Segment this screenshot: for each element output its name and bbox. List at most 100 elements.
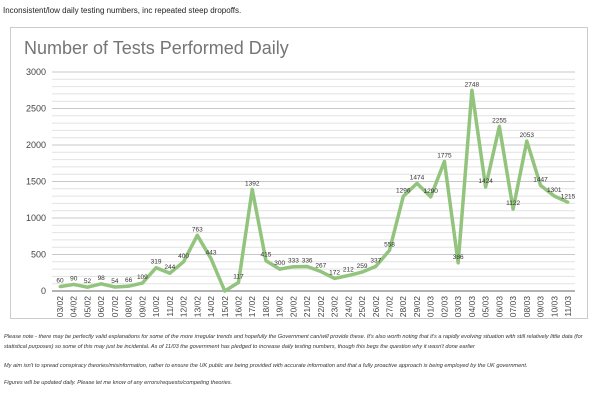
data-label: 52 (84, 278, 92, 285)
x-tick-label: 09/02 (137, 296, 147, 318)
x-tick-label: 08/02 (124, 296, 134, 318)
x-tick-label: 04/03 (467, 296, 477, 318)
data-point (236, 280, 240, 284)
data-label: 337 (370, 257, 381, 264)
data-point (264, 259, 268, 263)
data-point (168, 271, 172, 275)
x-tick-label: 26/02 (371, 296, 381, 318)
x-tick-label: 06/02 (96, 296, 106, 318)
data-label: 1215 (561, 193, 576, 200)
data-series-line (59, 88, 569, 293)
x-tick-label: 03/02 (55, 296, 65, 318)
data-point (333, 276, 337, 280)
data-point (552, 194, 556, 198)
y-tick-label: 0 (41, 286, 46, 296)
x-tick-label: 11/03 (563, 296, 573, 317)
x-tick-label: 03/03 (453, 296, 463, 318)
x-tick-label: 05/02 (82, 296, 92, 318)
chart-container (10, 27, 588, 319)
x-tick-label: 06/03 (494, 296, 504, 318)
data-point (415, 181, 419, 185)
note-updates: Figures will be updated daily. Please le… (4, 380, 233, 386)
x-tick-label: 04/02 (69, 296, 79, 318)
x-tick-label: 16/02 (233, 296, 243, 318)
data-label: 212 (343, 267, 354, 274)
chart-title: Number of Tests Performed Daily (24, 38, 289, 58)
data-label: 763 (192, 226, 203, 233)
data-point (497, 124, 501, 128)
data-point (72, 282, 76, 286)
data-point (291, 265, 295, 269)
data-point (566, 200, 570, 204)
data-label: 333 (288, 258, 299, 265)
data-point (278, 267, 282, 271)
data-label: 1447 (533, 176, 548, 183)
data-point (195, 233, 199, 237)
data-point (429, 195, 433, 199)
x-tick-label: 25/02 (357, 296, 367, 318)
data-label: 558 (384, 241, 395, 248)
x-tick-label: 11/02 (165, 296, 175, 317)
data-label: 400 (178, 253, 189, 260)
data-label: 386 (453, 254, 464, 261)
data-label: 1424 (478, 178, 493, 185)
x-tick-label: 22/02 (316, 296, 326, 318)
data-label: 66 (125, 277, 133, 284)
data-label: 90 (70, 275, 78, 282)
data-label: 415 (261, 252, 272, 259)
data-point (305, 264, 309, 268)
data-point (374, 264, 378, 268)
data-label: 2053 (520, 132, 535, 139)
data-label: 117 (233, 273, 244, 280)
y-tick-label: 3000 (26, 67, 46, 77)
x-tick-label: 20/02 (288, 296, 298, 318)
x-tick-label: 27/02 (385, 296, 395, 318)
x-tick-label: 08/03 (522, 296, 532, 318)
data-point (154, 266, 158, 270)
x-tick-label: 07/03 (508, 296, 518, 318)
data-point (209, 257, 213, 261)
x-tick-label: 29/02 (412, 296, 422, 318)
data-label: 1296 (396, 187, 411, 194)
data-point (346, 274, 350, 278)
data-label: 1392 (245, 180, 260, 187)
data-point (127, 284, 131, 288)
x-tick-label: 17/02 (247, 296, 257, 318)
data-label: 1775 (437, 152, 452, 159)
data-label: 319 (151, 259, 162, 266)
data-point (223, 289, 227, 293)
x-tick-label: 14/02 (206, 296, 216, 318)
data-label: 1290 (423, 188, 438, 195)
data-point (456, 261, 460, 265)
data-label: 60 (56, 278, 64, 285)
x-tick-label: 09/03 (536, 296, 546, 318)
data-point (539, 183, 543, 187)
data-point (319, 270, 323, 274)
data-point (58, 285, 62, 289)
data-label: 300 (274, 260, 285, 267)
y-tick-label: 500 (31, 250, 46, 260)
x-tick-label: 10/02 (151, 296, 161, 318)
data-label: 109 (137, 274, 148, 281)
data-point (401, 194, 405, 198)
data-point (525, 139, 529, 143)
y-tick-label: 1000 (26, 213, 46, 223)
x-tick-label: 05/03 (481, 296, 491, 318)
data-label: 259 (357, 263, 368, 270)
x-tick-label: 15/02 (220, 296, 230, 318)
data-point (182, 260, 186, 264)
data-label: 1122 (506, 200, 520, 207)
data-label: 98 (98, 275, 106, 282)
data-label: 1474 (410, 174, 425, 181)
data-point (140, 281, 144, 285)
x-tick-label: 07/02 (110, 296, 120, 318)
data-point (442, 159, 446, 163)
post-header-text: Inconsistent/low daily testing numbers, … (3, 6, 242, 15)
data-label: 443 (206, 250, 217, 257)
y-tick-label: 2000 (26, 140, 46, 150)
x-tick-label: 21/02 (302, 296, 312, 318)
x-tick-label: 10/03 (549, 296, 559, 318)
data-point (470, 88, 474, 92)
y-tick-label: 1500 (26, 177, 46, 187)
